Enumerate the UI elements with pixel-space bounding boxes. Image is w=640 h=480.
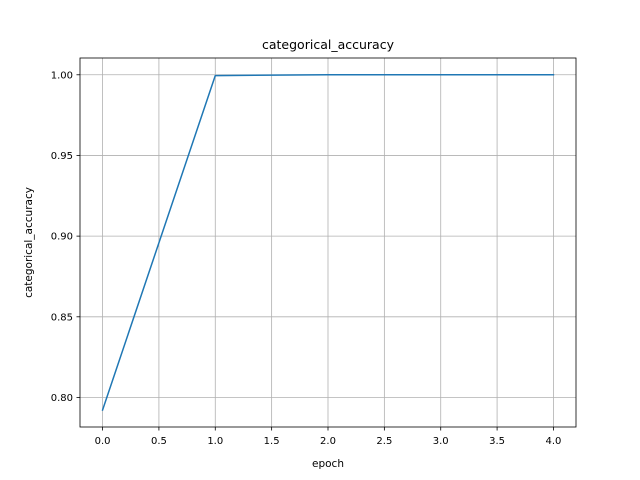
x-tick-label: 4.0: [546, 436, 562, 447]
y-tick-label: 0.90: [51, 232, 73, 243]
y-axis-label: categorical_accuracy: [23, 187, 35, 298]
grid: [80, 58, 576, 427]
y-axis: 0.80 0.85 0.90 0.95 1.00: [51, 70, 80, 404]
y-tick-label: 0.80: [51, 393, 73, 404]
x-tick-label: 3.5: [489, 436, 505, 447]
x-tick-label: 1.5: [264, 436, 280, 447]
x-tick-label: 3.0: [433, 436, 449, 447]
y-tick-label: 0.95: [51, 151, 73, 162]
chart-title: categorical_accuracy: [262, 37, 395, 52]
x-tick-label: 2.0: [320, 436, 336, 447]
x-tick-label: 0.5: [151, 436, 167, 447]
y-tick-label: 0.85: [51, 312, 73, 323]
x-tick-label: 2.5: [376, 436, 392, 447]
x-tick-label: 1.0: [207, 436, 223, 447]
series-layer: [101, 74, 555, 412]
x-axis: 0.0 0.5 1.0 1.5 2.0 2.5 3.0 3.5 4.0: [95, 427, 562, 447]
x-axis-label: epoch: [312, 458, 344, 470]
x-tick-label: 0.0: [95, 436, 111, 447]
y-tick-label: 1.00: [51, 70, 73, 81]
